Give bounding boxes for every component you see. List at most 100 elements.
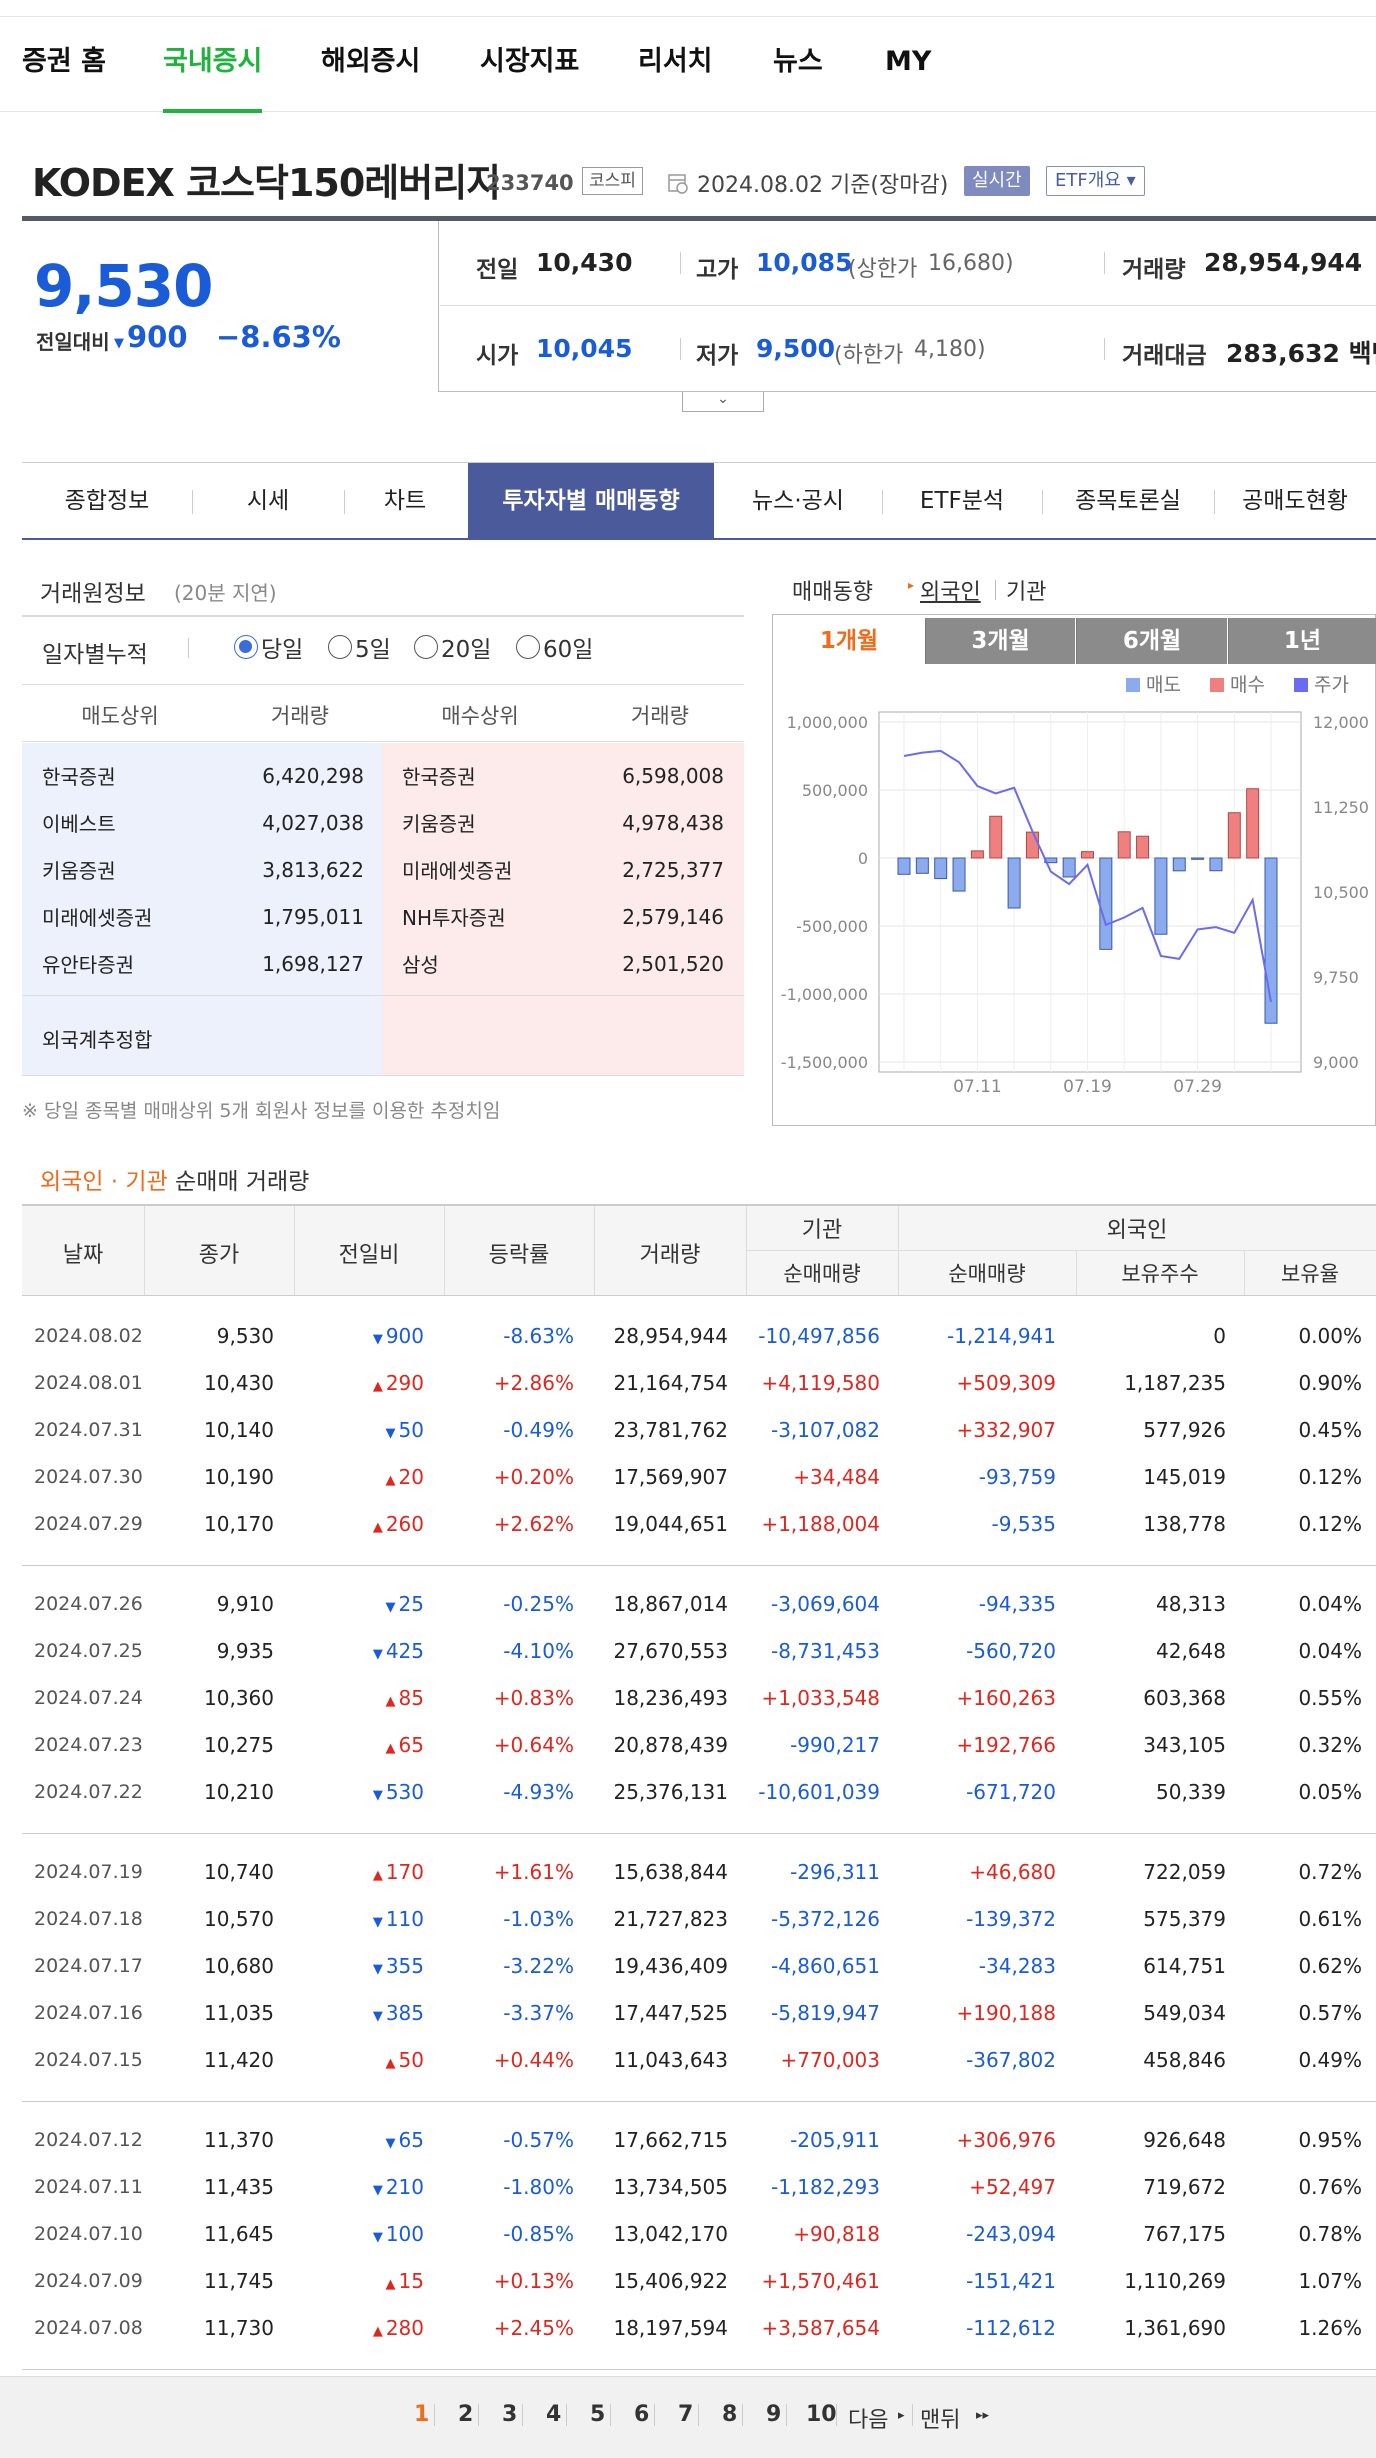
row-rate: +0.20% — [493, 1465, 574, 1489]
row-rate: -4.93% — [503, 1780, 574, 1804]
volume-label: 거래량 — [1122, 257, 1186, 283]
nav-item-6[interactable]: MY — [885, 46, 932, 77]
plot-frame — [878, 711, 1302, 1073]
page-4[interactable]: 4 — [546, 2402, 562, 2427]
period-tab-2[interactable]: 6개월 — [1076, 618, 1227, 664]
row-rate: +2.45% — [493, 2316, 574, 2340]
period-tab-1[interactable]: 3개월 — [925, 618, 1075, 664]
tab-6[interactable]: 종목토론실 — [1075, 488, 1181, 514]
period-tab-0[interactable]: 1개월 — [774, 618, 924, 664]
row-rate: -1.80% — [503, 2175, 574, 2199]
row-diff: 15 — [294, 2269, 424, 2293]
row-volume: 25,376,131 — [613, 1780, 728, 1804]
page-6[interactable]: 6 — [634, 2402, 650, 2427]
radio-60일[interactable]: 60일 — [516, 632, 593, 663]
divider — [1244, 1250, 1245, 1295]
row-foreign-ratio: 0.04% — [1298, 1592, 1362, 1616]
row-group-divider — [22, 1833, 1376, 1834]
row-foreign-ratio: 0.78% — [1298, 2222, 1362, 2246]
next-page-button[interactable]: 다음 — [848, 2408, 889, 2433]
legend-label: 주가 — [1314, 674, 1349, 696]
upper-limit-label: (상한가 — [848, 257, 918, 282]
row-foreign-net: +52,497 — [969, 2175, 1056, 2199]
row-close: 11,370 — [204, 2128, 274, 2152]
current-price-panel — [22, 221, 439, 392]
buy-broker-volume: 4,978,438 — [622, 811, 724, 835]
row-close: 10,210 — [204, 1780, 274, 1804]
row-date: 2024.07.29 — [34, 1513, 143, 1535]
page-10[interactable]: 10 — [806, 2402, 837, 2427]
page-5[interactable]: 5 — [590, 2402, 606, 2427]
divider — [680, 252, 681, 274]
nav-item-1[interactable]: 국내증시 — [163, 16, 263, 113]
high-value: 10,085 — [756, 248, 853, 277]
radio-20일[interactable]: 20일 — [414, 632, 491, 663]
divider — [294, 1206, 295, 1295]
etf-overview-dropdown[interactable]: ETF개요 ▾ — [1046, 166, 1145, 196]
page-7[interactable]: 7 — [678, 2402, 694, 2427]
period-tab-3[interactable]: 1년 — [1228, 618, 1376, 664]
row-volume: 17,662,715 — [613, 2128, 728, 2152]
row-inst-net: -4,860,651 — [770, 1954, 880, 1978]
row-volume: 13,042,170 — [613, 2222, 728, 2246]
row-date: 2024.08.02 — [34, 1325, 143, 1347]
tab-5[interactable]: ETF분석 — [919, 488, 1005, 514]
tab-1[interactable]: 시세 — [246, 488, 290, 514]
row-diff: 20 — [294, 1465, 424, 1489]
tab-2[interactable]: 차트 — [383, 488, 427, 514]
radio-5일[interactable]: 5일 — [328, 632, 391, 663]
row-rate: -1.03% — [503, 1907, 574, 1931]
header-rate: 등락률 — [488, 1243, 550, 1268]
row-close: 11,645 — [204, 2222, 274, 2246]
row-foreign-net: -9,535 — [991, 1512, 1056, 1536]
page-8[interactable]: 8 — [722, 2402, 738, 2427]
row-date: 2024.07.23 — [34, 1734, 143, 1756]
nav-item-4[interactable]: 리서치 — [638, 46, 713, 77]
divider — [742, 2404, 743, 2426]
nav-item-0[interactable]: 증권 홈 — [22, 46, 106, 77]
row-volume: 19,436,409 — [613, 1954, 728, 1978]
divider — [698, 2404, 699, 2426]
bar-07.29 — [1191, 857, 1205, 860]
chevron-down-icon: ⌄ — [717, 391, 729, 407]
row-date: 2024.07.12 — [34, 2129, 143, 2151]
row-foreign-ratio: 0.62% — [1298, 1954, 1362, 1978]
foreign-estimate-label: 외국계추정합 — [42, 1028, 153, 1052]
sell-broker-volume: 6,420,298 — [262, 764, 364, 788]
row-foreign-hold: 458,846 — [1143, 2048, 1226, 2072]
page-9[interactable]: 9 — [766, 2402, 782, 2427]
nav-item-3[interactable]: 시장지표 — [480, 46, 580, 77]
foreign-toggle[interactable]: 외국인 — [920, 580, 981, 605]
divider — [478, 2404, 479, 2426]
bar-07.31 — [1227, 812, 1241, 859]
row-close: 10,170 — [204, 1512, 274, 1536]
nav-item-5[interactable]: 뉴스 — [773, 46, 823, 77]
row-group-divider — [22, 2101, 1376, 2102]
divider — [898, 1206, 899, 1250]
page-3[interactable]: 3 — [502, 2402, 518, 2427]
row-volume: 17,447,525 — [613, 2001, 728, 2025]
row-foreign-hold: 1,110,269 — [1124, 2269, 1226, 2293]
tab-3[interactable]: 투자자별 매매동향 — [468, 463, 714, 539]
tab-7[interactable]: 공매도현황 — [1242, 488, 1348, 514]
row-rate: -0.49% — [503, 1418, 574, 1442]
expand-toggle-button[interactable]: ⌄ — [682, 392, 764, 412]
bar-07.24 — [1136, 835, 1150, 859]
institution-toggle[interactable]: 기관 — [1006, 580, 1047, 605]
y-right-tick: 11,250 — [1313, 798, 1369, 817]
row-foreign-net: +332,907 — [956, 1418, 1056, 1442]
page-2[interactable]: 2 — [458, 2402, 474, 2427]
page-1[interactable]: 1 — [414, 2402, 430, 2427]
radio-circle-icon — [328, 635, 352, 659]
tab-0[interactable]: 종합정보 — [64, 488, 150, 514]
row-close: 11,435 — [204, 2175, 274, 2199]
y-right-tick: 12,000 — [1313, 713, 1369, 732]
live-badge[interactable]: 실시간 — [964, 166, 1030, 196]
tab-4[interactable]: 뉴스·공시 — [752, 488, 844, 514]
last-page-button[interactable]: 맨뒤 — [920, 2408, 961, 2433]
amount-value: 283,632 백만 — [1226, 339, 1376, 368]
nav-item-2[interactable]: 해외증시 — [321, 46, 421, 77]
row-diff: 170 — [294, 1860, 424, 1884]
divider — [594, 1206, 595, 1295]
radio-당일[interactable]: 당일 — [234, 632, 303, 663]
